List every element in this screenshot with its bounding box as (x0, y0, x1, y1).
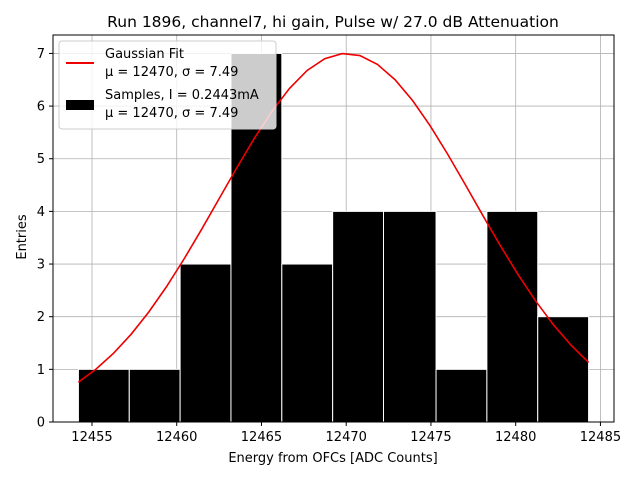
histogram-bar (332, 210, 384, 423)
y-tick-label: 7 (37, 47, 45, 62)
x-tick-label: 12460 (156, 430, 197, 445)
histogram-bar (537, 316, 590, 423)
x-tick-label: 12485 (580, 430, 621, 445)
histogram-bar (486, 210, 539, 423)
histogram-bar (77, 368, 130, 423)
histogram-bar (281, 263, 334, 423)
x-axis-title: Energy from OFCs [ADC Counts] (228, 451, 437, 466)
y-axis-title: Entries (15, 214, 30, 260)
legend-box (58, 40, 277, 130)
legend-fit-label: Gaussian Fit (105, 47, 184, 62)
y-tick-label: 4 (37, 205, 45, 220)
x-tick-label: 12465 (241, 430, 282, 445)
y-tick-label: 2 (37, 310, 45, 325)
x-tick-label: 12480 (495, 430, 536, 445)
axes-layer: 12455 12460 12465 12470 12475 12480 12485 0 1 2 3 4… (37, 34, 621, 445)
legend-samples-params: μ = 12470, σ = 7.49 (105, 106, 238, 121)
gaussian-fit-layer (77, 52, 590, 383)
x-tick-label: 12475 (410, 430, 451, 445)
histogram-bar (435, 368, 488, 423)
histogram-bar (128, 368, 181, 423)
y-tick-label: 3 (37, 258, 45, 273)
x-tick-label: 12455 (71, 430, 112, 445)
y-tick-label: 0 (37, 416, 45, 431)
gaussian-fit-line (77, 52, 590, 383)
y-tick-label: 5 (37, 152, 45, 167)
y-tick-label: 1 (37, 363, 45, 378)
y-tick-label: 6 (37, 100, 45, 115)
legend-samples-label: Samples, I = 0.2443mA (105, 88, 259, 103)
legend-samples-swatch (66, 100, 94, 110)
legend: Gaussian Fit μ = 12470, σ = 7.49 Samples… (58, 40, 277, 130)
histogram-bar (179, 263, 232, 423)
x-tick-label: 12470 (326, 430, 367, 445)
chart-title: Run 1896, channel7, hi gain, Pulse w/ 27… (107, 13, 559, 31)
histogram-bar (382, 210, 437, 423)
legend-fit-params: μ = 12470, σ = 7.49 (105, 65, 238, 80)
plot-frame (52, 34, 615, 423)
